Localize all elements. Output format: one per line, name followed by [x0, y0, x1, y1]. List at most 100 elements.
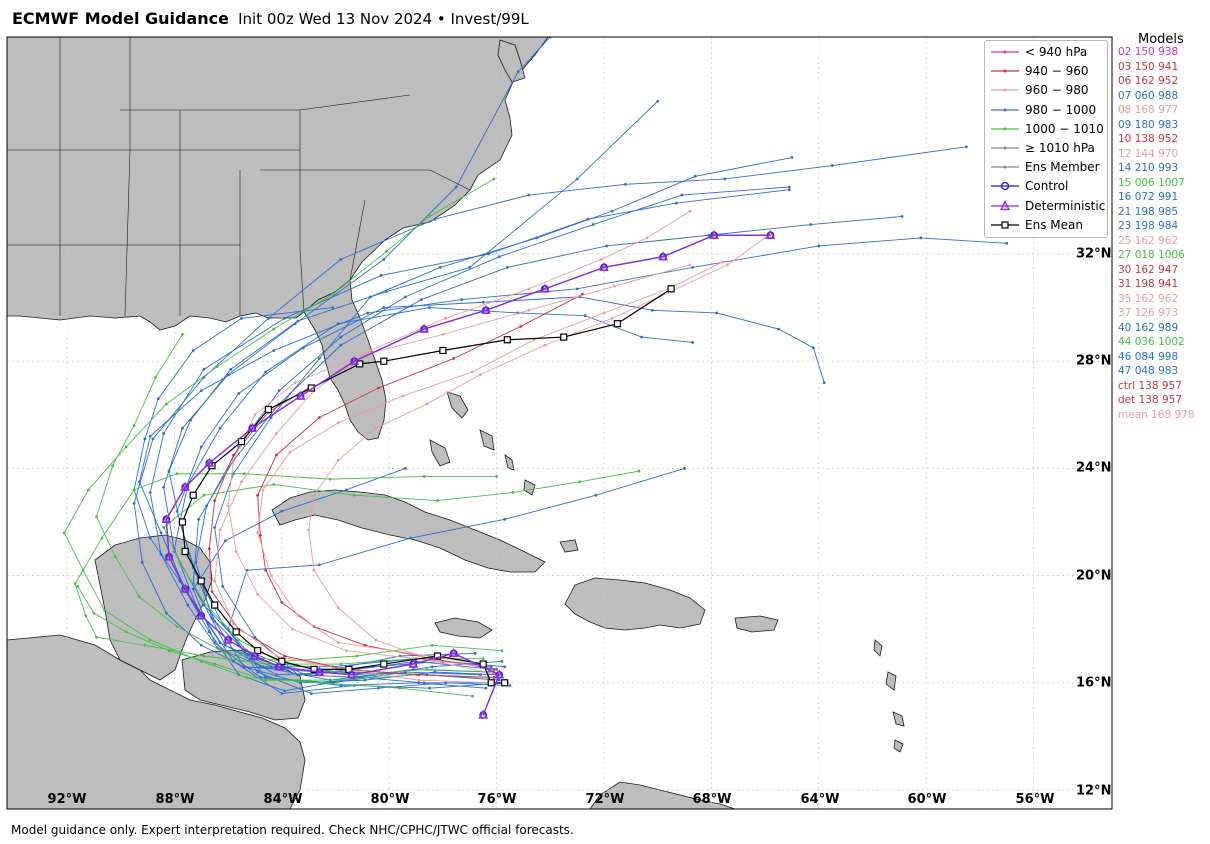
ens-member-track-point	[527, 287, 531, 291]
ens-member-track-point	[812, 346, 815, 350]
legend-label: ≥ 1010 hPa	[1025, 141, 1095, 155]
ens-member-track-point	[76, 584, 80, 588]
ens-member-track-point	[162, 485, 166, 489]
ens-member-track-point	[331, 292, 335, 296]
ens-member-track-point	[331, 306, 335, 309]
ens-member-track-point	[240, 480, 243, 484]
ens-mean-track-line	[181, 288, 672, 684]
ens-mean-track-point	[307, 384, 315, 392]
ens-member-track-point	[221, 584, 225, 588]
ens-member-track-point	[234, 550, 238, 553]
model-entry: 35 162 962	[1118, 292, 1179, 305]
ens-member-track-point	[492, 676, 496, 679]
model-entry: 08 168 977	[1118, 104, 1179, 116]
ens-mean-track-point	[667, 285, 675, 293]
ens-member-track-point	[138, 595, 141, 599]
ens-member-track-point	[258, 534, 262, 537]
ens-member-track-point	[336, 421, 340, 425]
ens-member-track-line	[257, 293, 583, 670]
legend-label: Control	[1025, 179, 1069, 194]
ens-mean-track-point	[380, 357, 388, 365]
ens-member-track-point	[100, 536, 104, 540]
ens-member-track-point	[428, 306, 431, 309]
ens-member-track-point	[213, 499, 217, 502]
ens-member-track-point	[675, 201, 678, 205]
ens-member-track-point	[403, 295, 407, 299]
ens-member-track-point	[275, 453, 278, 457]
jamaica-landmass	[434, 617, 493, 639]
model-entry: 25 162 962	[1118, 234, 1179, 247]
ens-member-track-point	[143, 643, 147, 647]
ens-member-track-point	[148, 434, 152, 438]
deterministic-track-point	[599, 262, 609, 272]
deterministic-track	[161, 229, 776, 719]
ens-member-track-point	[436, 499, 439, 502]
ens-mean-track-point	[560, 333, 568, 341]
deterministic-track-line	[165, 234, 771, 716]
ens-member-track-point	[680, 193, 684, 197]
ens-member-track-point	[256, 531, 260, 535]
ens-mean-track-point	[237, 438, 246, 446]
title-subtitle: Init 00z Wed 13 Nov 2024 • Invest/99L	[238, 10, 529, 28]
deterministic-track-point	[349, 355, 360, 365]
ens-member-track-point	[191, 587, 195, 591]
ens-member-track-point	[296, 673, 300, 677]
ens-member-track-point	[422, 475, 426, 478]
ens-member-track-point	[124, 630, 128, 634]
ens-member-track-point	[202, 367, 206, 371]
ens-member-track-point	[610, 209, 614, 213]
ens-member-track-point	[610, 316, 614, 320]
legend-label: 1000 − 1010	[1025, 121, 1104, 136]
lon-tick-label: 88°W	[155, 792, 195, 807]
ens-member-track-point	[481, 657, 485, 661]
legend: < 940 hPa 940 − 960 960 − 980 980 − 1000 100…	[984, 40, 1108, 238]
cuba-landmass	[271, 489, 546, 573]
puerto-rico-landmass	[734, 615, 779, 633]
ens-member-track-point	[693, 174, 697, 178]
ens-member-track-line	[133, 146, 967, 673]
ens-member-track-point	[164, 611, 168, 615]
ens-mean-track-point	[380, 660, 388, 668]
ens-member-track-line	[214, 157, 793, 684]
ens-member-track-point	[688, 263, 692, 267]
ens-member-track-point	[497, 678, 501, 682]
deterministic-track-point	[196, 610, 207, 620]
ens-mean-track-point	[439, 346, 447, 355]
ens-member-track-point	[777, 327, 780, 331]
ens-member-track-point	[232, 453, 235, 457]
ens-member-track-line	[173, 307, 693, 694]
ens-member-track-point	[809, 223, 813, 226]
ens-member-track-point	[229, 367, 233, 371]
ens-member-track-point	[237, 638, 241, 642]
lat-tick-label: 20°N	[1076, 568, 1112, 584]
legend-swatch	[991, 69, 1019, 73]
ens-member-track-point	[307, 528, 311, 532]
model-entry: ctrl 138 957	[1118, 379, 1182, 392]
model-entry: 47 048 983	[1118, 365, 1179, 377]
ens-member-track-point	[471, 370, 474, 374]
ens-member-track-point	[336, 641, 340, 644]
ens-member-track	[95, 333, 504, 663]
ens-member-track-point	[132, 501, 136, 505]
ens-member-track-point	[272, 483, 276, 486]
legend-item: 1000 − 1010	[985, 120, 1107, 138]
legend-label: 980 − 1000	[1025, 102, 1097, 117]
model-entry: 06 162 952	[1118, 75, 1179, 87]
ens-member-track-point	[425, 402, 429, 406]
model-entry: 14 210 993	[1118, 162, 1179, 174]
ens-member-track-point	[162, 525, 166, 529]
ens-member-track-point	[379, 274, 383, 277]
lat-tick-label: 28°N	[1076, 353, 1112, 369]
deterministic-track-point	[480, 304, 491, 314]
deterministic-track-point	[419, 323, 429, 333]
ens-member-track-point	[336, 606, 340, 610]
ens-member-track-point	[382, 257, 386, 261]
ens-member-track-point	[366, 311, 370, 315]
model-entry: 02 150 938	[1118, 46, 1179, 58]
ens-member-track-point	[965, 145, 968, 149]
model-entry: 12 144 970	[1118, 147, 1179, 160]
ens-member-track-point	[790, 156, 794, 159]
ens-member-track-point	[637, 469, 641, 473]
ens-member-track-point	[691, 341, 695, 344]
legend-swatch	[991, 165, 1019, 169]
